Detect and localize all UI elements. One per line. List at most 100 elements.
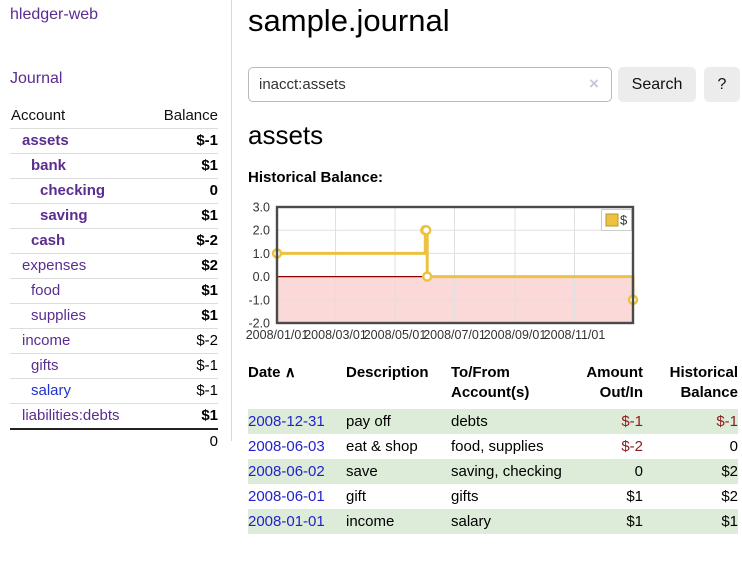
transaction-row: 2008-12-31 pay off debts $-1 $-1 <box>248 409 738 434</box>
transaction-description: pay off <box>346 409 451 434</box>
account-link[interactable]: assets <box>22 132 69 149</box>
date-header-label: Date <box>248 364 281 381</box>
sidebar: hledger-web Journal Account Balance asse… <box>0 0 232 454</box>
transaction-amount: $-2 <box>621 438 643 455</box>
y-axis-tick-label: 1.0 <box>253 247 270 261</box>
transaction-row: 2008-06-01 gift gifts $1 $2 <box>248 484 738 509</box>
transaction-balance: $2 <box>643 459 738 484</box>
chart-title: Historical Balance: <box>248 169 384 186</box>
transaction-date-link[interactable]: 2008-06-02 <box>248 463 325 480</box>
legend-swatch <box>605 213 619 227</box>
account-link[interactable]: liabilities:debts <box>22 407 120 424</box>
account-link[interactable]: supplies <box>31 307 87 324</box>
accounts-header-account: Account <box>10 104 150 129</box>
account-link[interactable]: bank <box>31 157 67 174</box>
accounts-total-row: 0 <box>10 428 218 454</box>
y-axis-tick-label: 3.0 <box>253 201 270 215</box>
account-balance: $1 <box>149 303 218 329</box>
account-row: checking 0 <box>10 178 218 204</box>
transaction-amount: $1 <box>626 488 643 505</box>
transaction-date-link[interactable]: 2008-06-03 <box>248 438 325 455</box>
register-header-description: Description <box>346 364 429 381</box>
account-row: food $1 <box>10 278 218 304</box>
register-header-balance: Historical Balance <box>669 364 738 401</box>
register-header-accounts: To/From Account(s) <box>451 364 530 401</box>
account-balance: $1 <box>149 278 218 304</box>
register-header-date[interactable]: Date ∧ <box>248 363 346 409</box>
account-balance: $-1 <box>149 128 218 154</box>
search-form: × Search ? <box>248 67 742 103</box>
sidebar-item-journal[interactable]: Journal <box>10 70 63 87</box>
clear-search-icon[interactable]: × <box>589 74 599 93</box>
y-axis-tick-label: -2.0 <box>248 317 270 331</box>
account-balance: $1 <box>149 153 218 179</box>
account-balance: $1 <box>149 403 218 430</box>
transaction-accounts: saving, checking <box>451 459 563 484</box>
legend-label: $ <box>620 213 628 228</box>
transaction-date-link[interactable]: 2008-12-31 <box>248 413 325 430</box>
transaction-balance: 0 <box>729 438 738 455</box>
account-row: expenses $2 <box>10 253 218 279</box>
accounts-total-value: 0 <box>149 428 218 454</box>
account-link[interactable]: checking <box>40 182 106 199</box>
transaction-row: 2008-06-02 save saving, checking 0 $2 <box>248 459 738 484</box>
accounts-header-balance: Balance <box>149 104 218 129</box>
search-button[interactable]: Search <box>618 67 696 102</box>
account-link[interactable]: cash <box>31 232 66 249</box>
transaction-date-link[interactable]: 2008-06-01 <box>248 488 325 505</box>
account-link[interactable]: food <box>31 282 61 299</box>
help-button[interactable]: ? <box>704 67 740 102</box>
y-axis-tick-label: 2.0 <box>253 224 270 238</box>
account-balance: $-1 <box>149 353 218 379</box>
account-row: income $-2 <box>10 328 218 354</box>
account-balance: $1 <box>149 203 218 229</box>
y-axis-tick-label: -1.0 <box>248 293 270 307</box>
transaction-accounts: gifts <box>451 488 479 505</box>
data-point-marker <box>421 271 433 282</box>
account-balance: 0 <box>149 178 218 204</box>
transaction-description: gift <box>346 488 367 505</box>
data-point-marker <box>420 224 432 236</box>
transaction-description: eat & shop <box>346 438 418 455</box>
account-row: saving $1 <box>10 203 218 229</box>
sort-ascending-icon: ∧ <box>284 364 296 381</box>
account-link[interactable]: income <box>22 332 71 349</box>
account-link[interactable]: salary <box>31 382 72 399</box>
transaction-amount: $1 <box>563 509 643 534</box>
account-row: gifts $-1 <box>10 353 218 379</box>
account-row: supplies $1 <box>10 303 218 329</box>
register-header-amount: Amount Out/In <box>586 364 643 401</box>
search-input[interactable] <box>248 67 612 102</box>
app-title-link[interactable]: hledger-web <box>10 6 99 23</box>
transaction-description: income <box>346 509 451 534</box>
transaction-amount: $-1 <box>563 409 643 434</box>
transaction-amount: 0 <box>563 459 643 484</box>
transaction-accounts: food, supplies <box>451 438 544 455</box>
main-content: sample.journal × Search ? assets Histori… <box>246 0 742 582</box>
transaction-balance: $-1 <box>643 409 738 434</box>
x-axis-tick-label: 2008/01/01 <box>246 328 309 342</box>
register-table: Date ∧ Description To/From Account(s) Am… <box>248 363 738 534</box>
x-axis-tick-label: 2008/09/01 <box>484 328 547 342</box>
transaction-balance: $2 <box>721 488 738 505</box>
transaction-row: 2008-01-01 income salary $1 $1 <box>248 509 738 534</box>
account-link[interactable]: expenses <box>22 257 87 274</box>
account-row: cash $-2 <box>10 228 218 254</box>
account-balance: $2 <box>149 253 218 279</box>
y-axis-tick-label: 0.0 <box>253 270 270 284</box>
account-row: bank $1 <box>10 153 218 179</box>
account-balance: $-2 <box>149 228 218 254</box>
account-row: liabilities:debts $1 <box>10 403 218 430</box>
account-link[interactable]: saving <box>40 207 88 224</box>
account-heading: assets <box>248 120 324 150</box>
historical-balance-chart: $3.0 2.0 1.0 0.0 -1.0 -2.02008/01/012008/03/0… <box>246 201 639 342</box>
transaction-date-link[interactable]: 2008-01-01 <box>248 513 325 530</box>
transaction-accounts: salary <box>451 509 563 534</box>
account-balance: $-1 <box>149 378 218 404</box>
account-link[interactable]: gifts <box>31 357 59 374</box>
transaction-row: 2008-06-03 eat & shop food, supplies $-2 0 <box>248 434 738 459</box>
account-balance: $-2 <box>149 328 218 354</box>
x-axis-tick-label: 2008/03/01 <box>304 328 367 342</box>
x-axis-tick-label: 2008/05/01 <box>364 328 427 342</box>
transaction-accounts: debts <box>451 409 563 434</box>
